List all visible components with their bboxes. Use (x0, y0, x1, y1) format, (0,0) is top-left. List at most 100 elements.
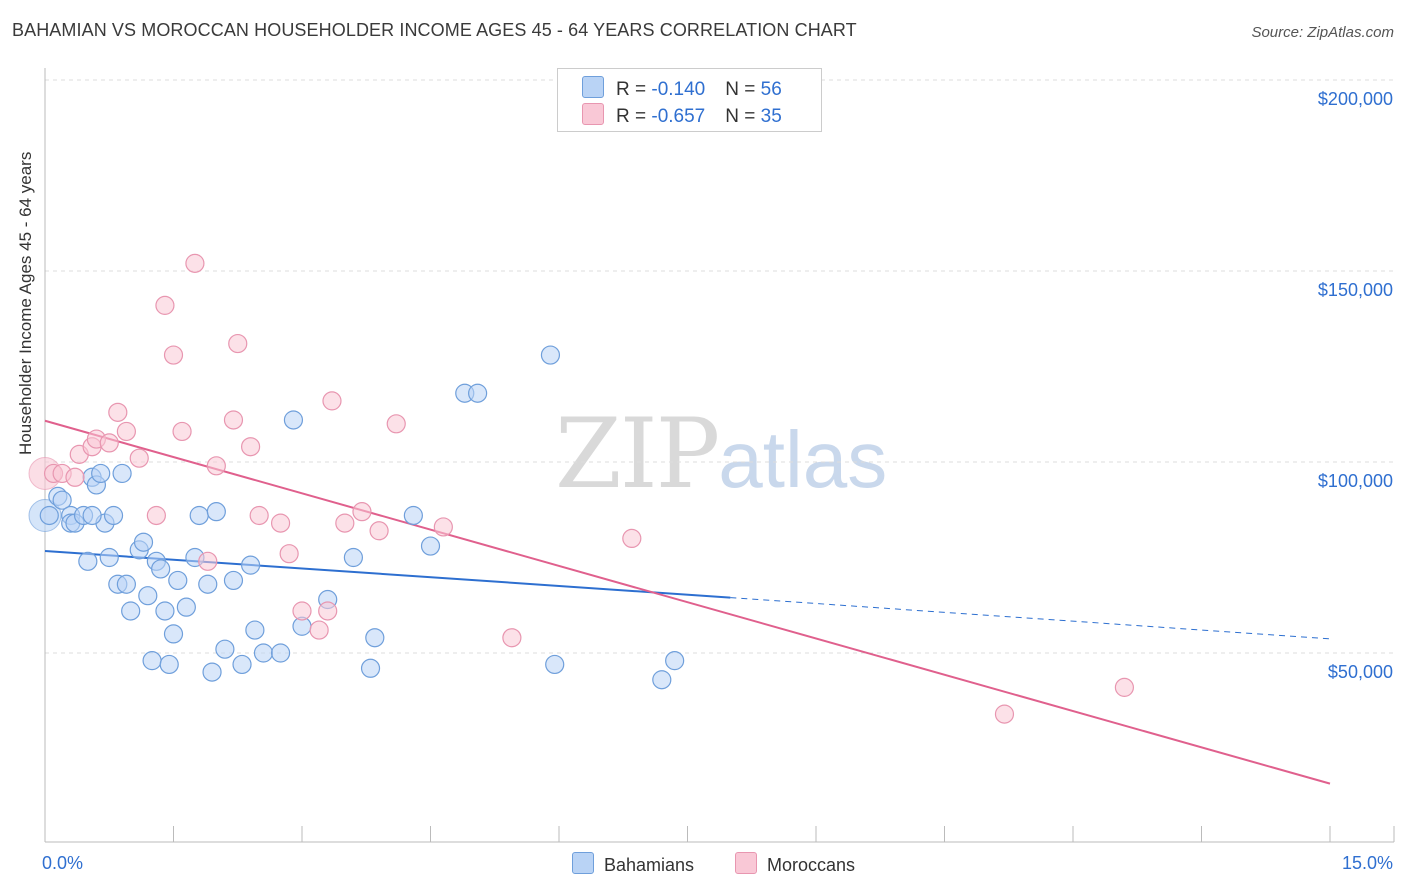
moroccans-trendline (44, 419, 1331, 785)
bahamian-point (103, 505, 124, 526)
moroccan-point (228, 333, 248, 354)
x-tick-label-max: 15.0% (1342, 853, 1393, 873)
moroccan-point (116, 421, 136, 442)
moroccans-legend-swatch (735, 852, 757, 874)
tick-labels: $50,000 $100,000 $150,000 $200,000 0.0% 15.0% (42, 89, 1393, 873)
bahamian-point (78, 551, 98, 571)
bahamian-point (133, 532, 154, 552)
bahamian-point (52, 490, 72, 510)
bahamian-point (365, 628, 385, 648)
moroccan-point (163, 345, 184, 365)
bahamian-point (206, 502, 226, 522)
bahamian-point (176, 597, 196, 617)
bahamian-point (189, 505, 209, 526)
bahamians-n-value: 56 (760, 79, 782, 100)
bahamian-point (403, 505, 423, 526)
bahamian-point (545, 654, 565, 675)
moroccan-point (65, 467, 85, 487)
bahamian-point (241, 555, 261, 575)
moroccans-legend-label: Moroccans (767, 855, 856, 875)
legend-item-bahamians[interactable]: Bahamians (572, 852, 694, 876)
moroccan-point (1114, 677, 1135, 697)
moroccan-point (433, 517, 453, 537)
bahamian-point (121, 601, 141, 621)
legend-row-bahamians: R = -0.140 N = 56 (582, 76, 782, 100)
bahamian-point (159, 654, 179, 675)
moroccan-point (309, 620, 329, 640)
bahamian-point (82, 505, 102, 526)
moroccan-point (270, 513, 291, 533)
moroccan-point (318, 601, 338, 621)
y-tick-label: $200,000 (1318, 89, 1393, 109)
moroccan-point (129, 448, 149, 468)
bahamian-point (116, 574, 136, 594)
bahamian-point (168, 570, 188, 591)
moroccan-point (335, 513, 355, 533)
bahamians-swatch (582, 76, 604, 98)
bahamian-point (283, 410, 304, 430)
stats-legend: R = -0.140 N = 56 R = -0.657 N = 35 (557, 68, 822, 132)
bahamian-point (163, 624, 184, 644)
bahamian-point (540, 345, 561, 365)
bahamian-point (155, 601, 175, 621)
moroccan-point (99, 433, 119, 453)
legend-item-moroccans[interactable]: Moroccans (735, 852, 855, 876)
y-tick-label: $50,000 (1328, 662, 1393, 682)
bahamian-point (270, 643, 291, 663)
moroccan-point (369, 521, 389, 541)
source-label: Source: ZipAtlas.com (1251, 24, 1394, 41)
watermark: ZIPatlas (555, 398, 887, 510)
bahamian-point (99, 547, 119, 568)
bahamian-point (223, 570, 244, 591)
bahamian-point (91, 463, 111, 484)
bahamian-point (652, 670, 672, 690)
moroccan-point (108, 402, 128, 422)
data-points (28, 253, 1135, 724)
axes (44, 68, 1395, 843)
moroccan-point (279, 544, 299, 564)
bahamians-legend-swatch (572, 852, 594, 874)
bahamian-point (245, 620, 265, 640)
moroccan-point (198, 551, 218, 571)
bahamian-point (253, 643, 274, 663)
y-tick-label: $150,000 (1318, 280, 1393, 300)
bahamian-point (468, 383, 488, 403)
watermark-zip: ZIP (555, 398, 720, 510)
legend-row-moroccans: R = -0.657 N = 35 (582, 103, 782, 127)
bahamian-point (343, 547, 363, 568)
moroccan-point (206, 456, 226, 476)
moroccans-swatch (582, 103, 604, 125)
bahamian-point (151, 559, 171, 579)
x-tick-label-min: 0.0% (42, 853, 83, 873)
moroccans-r-value: -0.657 (651, 106, 706, 127)
bahamian-point (142, 651, 162, 671)
bahamians-legend-label: Bahamians (604, 855, 695, 875)
bahamians-trendline-extension (730, 597, 1331, 640)
moroccan-point (292, 601, 312, 621)
bahamian-point (665, 651, 685, 671)
moroccan-point (386, 414, 406, 434)
moroccans-n-value: 35 (760, 106, 782, 127)
moroccan-point (249, 505, 269, 526)
y-axis-label: Householder Income Ages 45 - 64 years (16, 151, 35, 455)
bahamian-point (232, 654, 252, 675)
bahamian-point (198, 574, 218, 594)
moroccan-point (622, 528, 642, 549)
moroccan-point (146, 505, 166, 526)
moroccan-point (172, 421, 192, 442)
watermark-atlas: atlas (718, 415, 888, 504)
bahamian-point (420, 536, 441, 556)
bahamian-point (138, 586, 158, 606)
bahamian-point (112, 463, 132, 484)
moroccan-point (322, 391, 342, 411)
moroccan-point (352, 502, 372, 522)
moroccan-point (502, 628, 522, 648)
moroccan-point (223, 410, 244, 430)
moroccan-point (155, 295, 175, 315)
bahamians-r-value: -0.140 (651, 79, 706, 100)
bahamian-point (202, 662, 222, 682)
bahamian-point (215, 639, 235, 659)
moroccan-point (185, 253, 205, 273)
bahamian-point (360, 658, 381, 678)
